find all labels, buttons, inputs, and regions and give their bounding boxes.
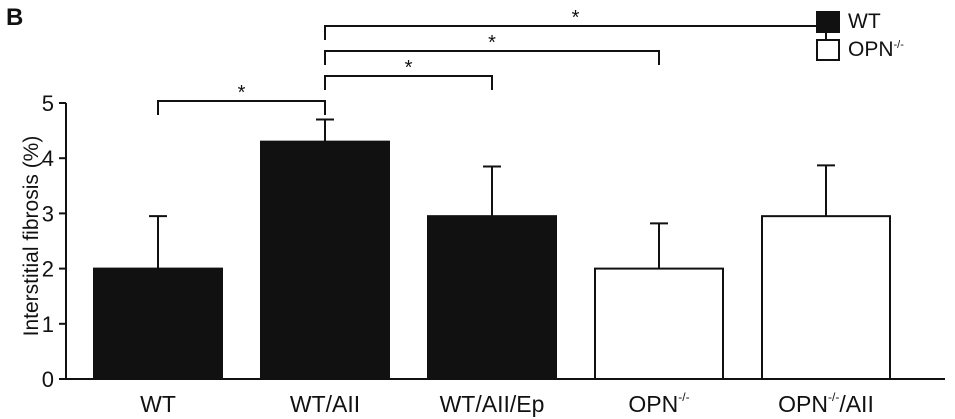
y-axis-label: Interstitial fibrosis (%) xyxy=(20,136,43,337)
y-tick-label-3: 3 xyxy=(42,201,54,226)
legend: WT OPN-/- xyxy=(816,8,904,64)
significance-bracket-0 xyxy=(157,100,326,115)
y-tick-label-1: 1 xyxy=(42,312,54,337)
significance-bracket-3 xyxy=(324,25,827,40)
y-tick-label-4: 4 xyxy=(42,146,54,171)
legend-swatch-opn xyxy=(816,39,840,61)
x-tick-label-3: OPN-/- xyxy=(628,390,689,417)
x-tick-label-0: WT xyxy=(140,391,176,417)
significance-star-2: * xyxy=(488,32,496,54)
legend-label-wt: WT xyxy=(848,10,881,33)
significance-bracket-1 xyxy=(324,75,493,90)
bar-2 xyxy=(427,215,557,380)
bar-1 xyxy=(260,140,390,380)
x-tick-label-2: WT/AII/Ep xyxy=(440,391,545,417)
bar-3 xyxy=(594,267,724,381)
panel-label: B xyxy=(6,4,24,31)
significance-star-1: * xyxy=(405,57,413,79)
bar-4 xyxy=(761,215,891,380)
x-tick-label-4: OPN-/-/AII xyxy=(778,390,874,417)
x-tick-label-1: WT/AII xyxy=(290,391,360,417)
y-tick-label-5: 5 xyxy=(42,91,54,116)
significance-star-3: * xyxy=(572,7,580,29)
legend-item-opn: OPN-/- xyxy=(816,36,904,64)
significance-star-0: * xyxy=(238,82,246,104)
legend-item-wt: WT xyxy=(816,8,904,36)
y-tick-label-0: 0 xyxy=(42,367,54,392)
legend-swatch-wt xyxy=(816,11,840,33)
bar-0 xyxy=(93,267,223,381)
significance-bracket-2 xyxy=(324,50,660,65)
y-tick-label-2: 2 xyxy=(42,257,54,282)
legend-label-opn: OPN-/- xyxy=(848,38,904,61)
